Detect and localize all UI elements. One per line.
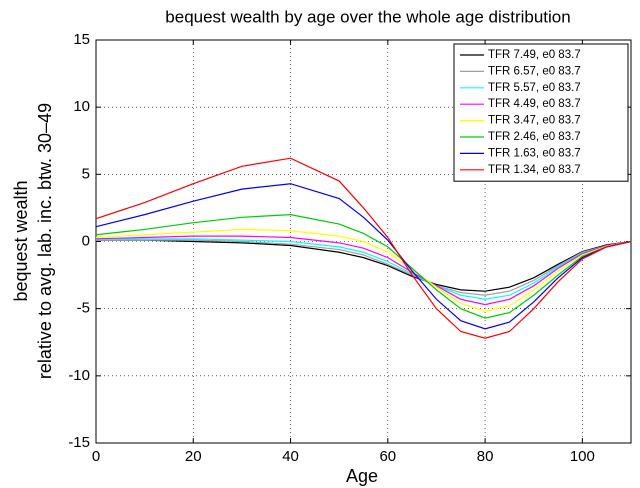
x-tick-label: 100 — [570, 448, 595, 465]
legend-box — [453, 43, 629, 182]
y-tick-label: 10 — [73, 98, 90, 115]
legend-label: TFR 7.49, e0 83.7 — [488, 49, 581, 61]
y-tick-label: -5 — [77, 300, 90, 317]
legend-label: TFR 3.47, e0 83.7 — [488, 115, 581, 127]
legend-label: TFR 4.49, e0 83.7 — [488, 98, 581, 110]
x-tick-label: 0 — [92, 448, 100, 465]
series-line — [95, 157, 632, 339]
x-axis-label: Age — [346, 466, 378, 486]
legend-label: TFR 1.63, e0 83.7 — [488, 147, 581, 159]
legend-label: TFR 1.34, e0 83.7 — [488, 164, 581, 176]
legend-label: TFR 5.57, e0 83.7 — [488, 82, 581, 94]
y-tick-label: 5 — [82, 165, 90, 182]
legend-label: TFR 6.57, e0 83.7 — [488, 65, 581, 77]
y-tick-label: -15 — [68, 434, 90, 451]
y-axis-label: bequest wealth — [11, 180, 31, 301]
legend-label: TFR 2.46, e0 83.7 — [488, 131, 581, 143]
series-line — [95, 214, 632, 319]
y-tick-label: 0 — [82, 232, 90, 249]
x-tick-label: 60 — [379, 448, 396, 465]
chart-title: bequest wealth by age over the whole age… — [165, 7, 570, 26]
x-tick-label: 20 — [185, 448, 202, 465]
x-tick-label: 40 — [282, 448, 299, 465]
series-line — [96, 239, 632, 296]
y-tick-label: 15 — [73, 31, 90, 48]
y-tick-label: -10 — [68, 367, 90, 384]
y-axis-label: relative to avg. lab. inc. btw. 30–49 — [35, 103, 55, 379]
x-tick-label: 80 — [477, 448, 494, 465]
series-line — [95, 183, 632, 330]
